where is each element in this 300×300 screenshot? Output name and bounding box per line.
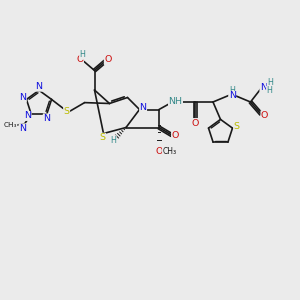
Text: N: N	[24, 112, 31, 121]
Text: H: H	[267, 78, 273, 87]
Text: NH: NH	[169, 98, 182, 106]
Text: CH₃: CH₃	[4, 122, 17, 128]
Text: S: S	[64, 106, 70, 116]
Text: O: O	[261, 111, 268, 120]
Text: N: N	[19, 93, 26, 102]
Text: N: N	[19, 124, 26, 133]
Text: CH₃: CH₃	[162, 147, 177, 156]
Text: N: N	[229, 92, 236, 100]
Text: O: O	[76, 56, 83, 64]
Text: N: N	[260, 82, 267, 91]
Text: H: H	[110, 136, 116, 145]
Text: N: N	[35, 82, 43, 91]
Text: O: O	[191, 118, 199, 127]
Text: N: N	[140, 103, 147, 112]
Text: H: H	[80, 50, 85, 59]
Text: O: O	[104, 56, 112, 64]
Text: O: O	[172, 130, 179, 140]
Text: N: N	[43, 114, 50, 123]
Text: O: O	[155, 147, 163, 156]
Text: H: H	[230, 86, 236, 95]
Text: H: H	[266, 86, 272, 95]
Text: S: S	[100, 133, 106, 142]
Text: S: S	[234, 122, 240, 131]
